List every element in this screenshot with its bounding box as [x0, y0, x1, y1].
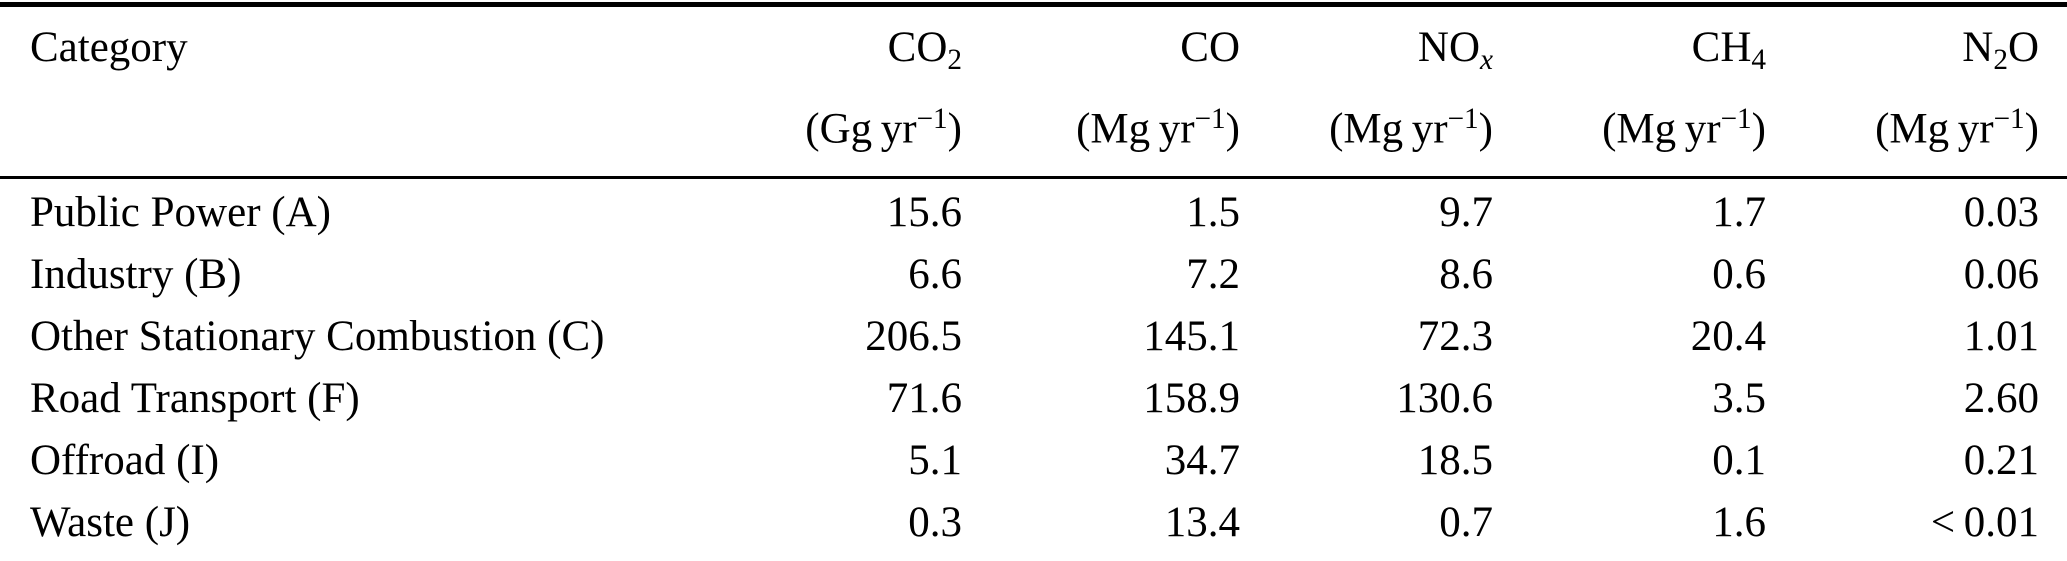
- unit-close: ): [2024, 105, 2039, 153]
- value-cell-co: 145.1: [1143, 312, 1240, 360]
- category-header-label: Category: [30, 24, 188, 71]
- category-cell: Industry (B): [30, 250, 242, 298]
- gas-base: CH: [1691, 24, 1752, 71]
- gas-base: N: [1962, 24, 1994, 71]
- value-cell-nox: 130.6: [1396, 374, 1493, 422]
- category-cell: Other Stationary Combustion (C): [30, 312, 605, 360]
- value-cell-co2: 206.5: [865, 312, 962, 360]
- value-cell-co2: 5.1: [908, 436, 962, 484]
- gas-name-ch4: CH4: [1493, 19, 1766, 89]
- value-cell-n2o: 2.60: [1963, 374, 2039, 422]
- value-cell-ch4: 0.6: [1712, 250, 1766, 298]
- gas-subscript: x: [1480, 44, 1493, 77]
- value-cell-co2: 6.6: [908, 250, 962, 298]
- value-cell-co2: 0.3: [908, 498, 962, 546]
- gas-base: NO: [1417, 24, 1481, 71]
- value-cell-n2o: 0.03: [1963, 188, 2039, 236]
- value-cell-n2o: < 0.01: [1930, 498, 2039, 546]
- unit-close: ): [1751, 105, 1766, 153]
- table-row-road-transport: Road Transport (F) 71.6 158.9 130.6 3.5 …: [0, 368, 2067, 430]
- header-row: Category CO2 (Gg yr−1) CO (Mg yr−1) NOx …: [0, 4, 2067, 179]
- gas-unit-ch4: (Mg yr−1): [1493, 89, 1766, 160]
- gas-name-nox: NOx: [1240, 19, 1493, 89]
- gas-unit-nox: (Mg yr−1): [1240, 89, 1493, 160]
- value-cell-nox: 9.7: [1439, 188, 1493, 236]
- unit-exponent: −1: [1447, 103, 1479, 136]
- value-cell-n2o: 0.21: [1963, 436, 2039, 484]
- gas-subscript: 2: [947, 44, 962, 77]
- value-cell-ch4: 1.7: [1712, 188, 1766, 236]
- table-row-public-power: Public Power (A) 15.6 1.5 9.7 1.7 0.03: [0, 177, 2067, 244]
- column-header-n2o: N2O (Mg yr−1): [1766, 4, 2067, 179]
- table-row-offroad: Offroad (I) 5.1 34.7 18.5 0.1 0.21: [0, 430, 2067, 492]
- unit-base: (Gg yr: [805, 105, 917, 153]
- unit-exponent: −1: [1993, 103, 2025, 136]
- value-cell-n2o: 1.01: [1963, 312, 2039, 360]
- unit-base: (Mg yr: [1076, 105, 1195, 153]
- gas-name-co: CO: [962, 19, 1240, 89]
- table-row-other-stationary-combustion: Other Stationary Combustion (C) 206.5 14…: [0, 306, 2067, 368]
- value-cell-co: 34.7: [1164, 436, 1240, 484]
- value-cell-n2o: 0.06: [1963, 250, 2039, 298]
- value-cell-co2: 71.6: [886, 374, 962, 422]
- gas-base-after: O: [2007, 24, 2039, 71]
- table-row-waste: Waste (J) 0.3 13.4 0.7 1.6 < 0.01: [0, 492, 2067, 561]
- gas-unit-co: (Mg yr−1): [962, 89, 1240, 160]
- value-cell-nox: 8.6: [1439, 250, 1493, 298]
- value-cell-co: 7.2: [1186, 250, 1240, 298]
- gas-unit-n2o: (Mg yr−1): [1766, 89, 2039, 160]
- value-cell-ch4: 20.4: [1690, 312, 1766, 360]
- column-header-category: Category: [0, 4, 680, 179]
- gas-base: CO: [887, 24, 948, 71]
- gas-name-n2o: N2O: [1766, 19, 2039, 89]
- table-body: Public Power (A) 15.6 1.5 9.7 1.7 0.03 I…: [0, 177, 2067, 561]
- value-cell-co2: 15.6: [886, 188, 962, 236]
- unit-exponent: −1: [1720, 103, 1752, 136]
- gas-unit-co2: (Gg yr−1): [680, 89, 962, 160]
- column-header-ch4: CH4 (Mg yr−1): [1493, 4, 1766, 179]
- value-cell-ch4: 0.1: [1712, 436, 1766, 484]
- column-header-nox: NOx (Mg yr−1): [1240, 4, 1493, 179]
- column-header-co: CO (Mg yr−1): [962, 4, 1240, 179]
- category-cell: Public Power (A): [30, 188, 331, 236]
- unit-exponent: −1: [1194, 103, 1226, 136]
- unit-base: (Mg yr: [1329, 105, 1448, 153]
- value-cell-ch4: 1.6: [1712, 498, 1766, 546]
- table-row-industry: Industry (B) 6.6 7.2 8.6 0.6 0.06: [0, 244, 2067, 306]
- value-cell-nox: 0.7: [1439, 498, 1493, 546]
- unit-close: ): [947, 105, 962, 153]
- unit-base: (Mg yr: [1875, 105, 1994, 153]
- value-cell-co: 1.5: [1186, 188, 1240, 236]
- category-cell: Waste (J): [30, 498, 191, 546]
- gas-base: CO: [1180, 24, 1240, 71]
- unit-close: ): [1478, 105, 1493, 153]
- value-cell-co: 158.9: [1143, 374, 1240, 422]
- gas-subscript: 4: [1751, 44, 1766, 77]
- table-header: Category CO2 (Gg yr−1) CO (Mg yr−1) NOx …: [0, 4, 2067, 179]
- gas-subscript: 2: [1993, 44, 2008, 77]
- value-cell-ch4: 3.5: [1712, 374, 1766, 422]
- unit-base: (Mg yr: [1602, 105, 1721, 153]
- gas-name-co2: CO2: [680, 19, 962, 89]
- unit-close: ): [1225, 105, 1240, 153]
- category-cell: Offroad (I): [30, 436, 220, 484]
- unit-exponent: −1: [916, 103, 948, 136]
- value-cell-co: 13.4: [1164, 498, 1240, 546]
- value-cell-nox: 72.3: [1417, 312, 1493, 360]
- column-header-co2: CO2 (Gg yr−1): [680, 4, 962, 179]
- value-cell-nox: 18.5: [1417, 436, 1493, 484]
- category-cell: Road Transport (F): [30, 374, 360, 422]
